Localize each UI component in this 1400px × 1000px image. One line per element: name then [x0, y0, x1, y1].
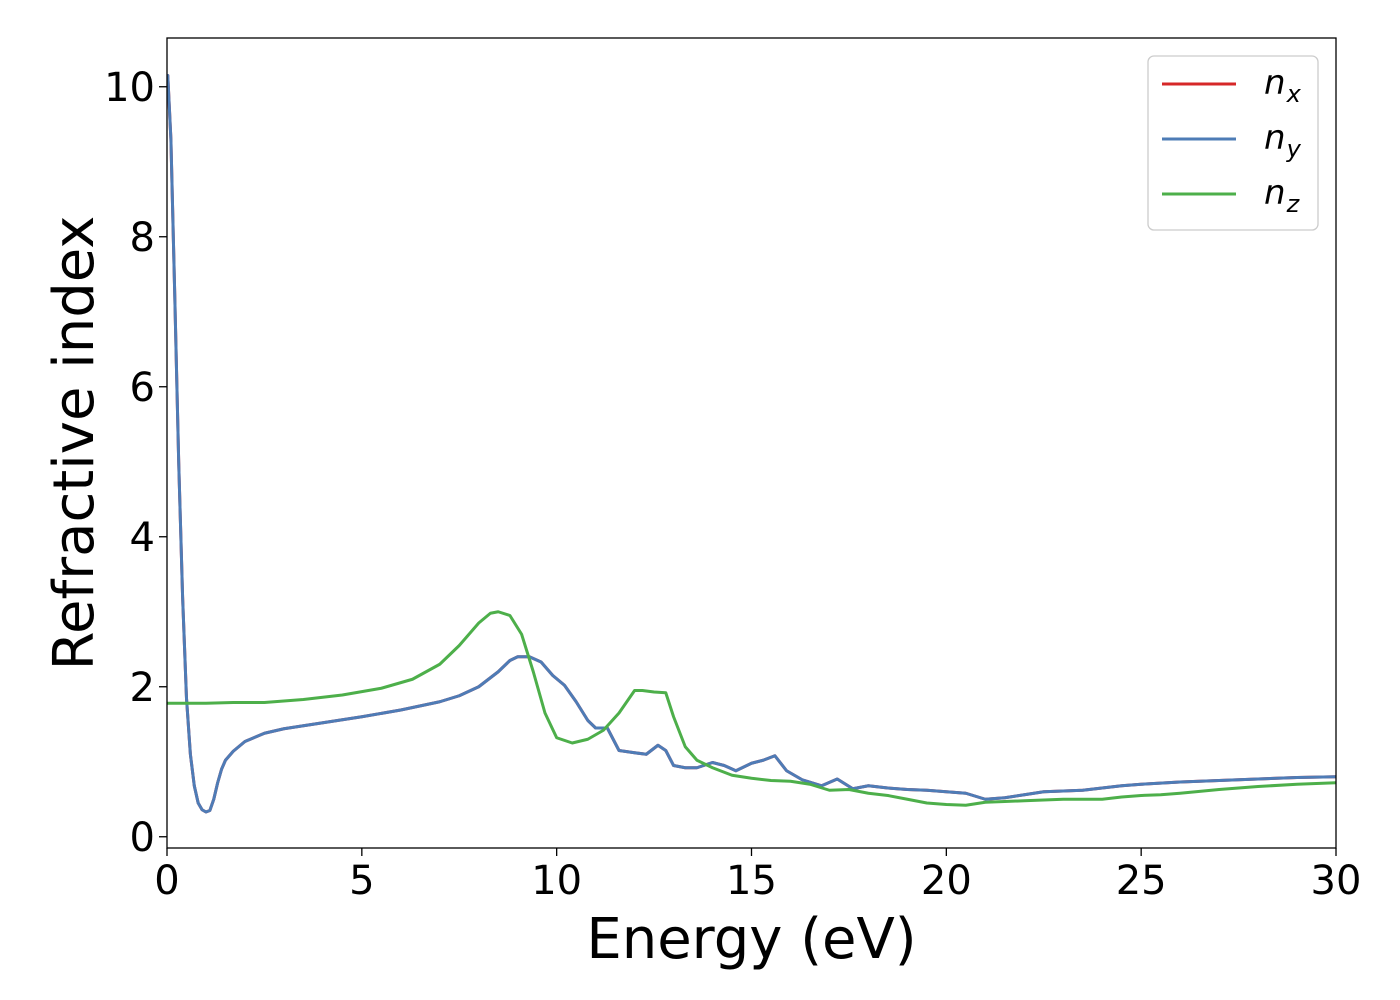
- series-line-y: [167, 74, 1336, 814]
- x-axis-title: Energy (eV): [586, 907, 916, 972]
- y-tick-label: 6: [130, 365, 155, 411]
- x-tick-label: 10: [531, 858, 582, 904]
- series-layer: [167, 74, 1336, 814]
- y-axis-title: Refractive index: [42, 216, 107, 671]
- y-tick-label: 2: [130, 665, 155, 711]
- x-tick-label: 5: [349, 858, 374, 904]
- y-tick-label: 8: [130, 215, 155, 261]
- x-tick-label: 30: [1311, 858, 1362, 904]
- y-tick-label: 10: [104, 65, 155, 111]
- series-line-z: [167, 610, 1336, 807]
- x-tick-label: 0: [154, 858, 179, 904]
- y-tick-label: 0: [130, 815, 155, 861]
- x-tick-label: 25: [1116, 858, 1167, 904]
- legend-box: [1147, 55, 1319, 231]
- x-tick-label: 15: [726, 858, 777, 904]
- y-tick-label: 4: [130, 515, 155, 561]
- x-tick-label: 20: [921, 858, 972, 904]
- ticks-layer: 0 5 10 15 20 25 30 0 2 4 6 8 10: [104, 65, 1361, 904]
